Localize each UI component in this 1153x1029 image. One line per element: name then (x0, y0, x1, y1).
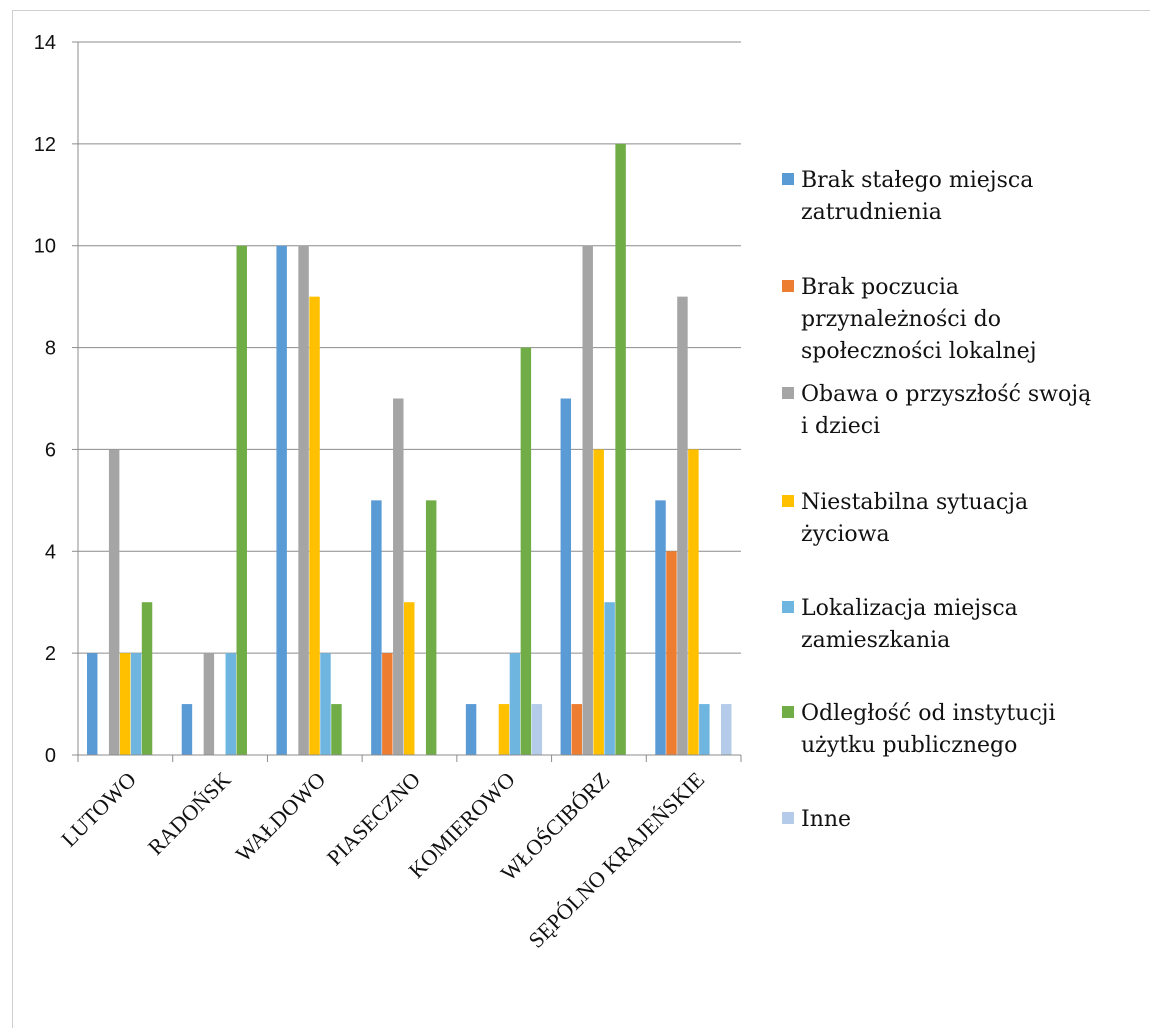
bar (320, 653, 331, 755)
bar (119, 653, 131, 755)
y-tick-label: 10 (34, 236, 56, 258)
x-category-label: PIASECZNO (322, 767, 425, 870)
legend-label: zatrudnienia (801, 200, 942, 225)
bar (181, 704, 193, 755)
legend-label: Brak poczucia (801, 275, 959, 300)
legend-swatch (782, 173, 794, 185)
y-tick-label: 8 (45, 338, 56, 360)
legend-item: Inne (782, 807, 851, 832)
legend-item: Obawa o przyszłość swoją i dzieci (782, 382, 1091, 439)
bar (677, 296, 688, 755)
legend-label: Inne (801, 807, 851, 832)
bar (298, 245, 309, 755)
legend-label: Lokalizacja miejsca (801, 596, 1018, 621)
bar (593, 449, 604, 755)
legend-label: i dzieci (801, 414, 880, 439)
bar (655, 500, 666, 755)
y-tick-label: 14 (34, 32, 56, 54)
bars (87, 143, 732, 755)
x-category-label: RADOŃSK (143, 767, 236, 860)
chart-frame (12, 10, 1150, 1028)
x-category-label: WAŁDOWO (231, 767, 331, 867)
legend-label: użytku publicznego (801, 733, 1017, 758)
bar (404, 602, 415, 755)
legend-label: zamieszkania (801, 628, 950, 653)
bar (141, 602, 153, 755)
legend-label: społeczności lokalnej (801, 339, 1037, 364)
bar (571, 704, 582, 755)
bar (560, 398, 572, 755)
bar (520, 347, 532, 755)
legend-swatch (782, 812, 794, 824)
legend-label: życiowa (801, 522, 890, 547)
bar (225, 653, 237, 755)
bar (87, 653, 98, 755)
bar (371, 500, 382, 755)
legend-swatch (782, 280, 794, 292)
legend-item: Lokalizacja miejsca zamieszkania (782, 596, 1018, 653)
bar (465, 704, 477, 755)
bar (699, 704, 710, 755)
bar (425, 500, 437, 755)
bar (666, 551, 677, 755)
legend-swatch (782, 601, 794, 613)
legend-label: Niestabilna sytuacja (801, 490, 1028, 515)
legend-label: przynależności do (801, 307, 1001, 332)
legend-swatch (782, 387, 794, 399)
legend-label: Odległość od instytucji (801, 701, 1056, 726)
x-axis: LUTOWO RADOŃSKWAŁDOWOPIASECZNOKOMIEROWOWŁ… (56, 754, 742, 953)
y-tick-label: 2 (45, 643, 56, 665)
bar (604, 602, 615, 755)
bar (498, 704, 510, 755)
legend-label: Brak stałego miejsca (801, 168, 1033, 193)
bar (582, 245, 593, 755)
bar (531, 704, 543, 755)
bar (721, 704, 732, 755)
bar (309, 296, 320, 755)
bar (615, 143, 626, 755)
legend-item: Brak poczucia przynależności do społecznoś… (782, 275, 1037, 364)
bar (108, 449, 120, 755)
x-category-label: SĘPÓLNO KRAJEŃSKIE (523, 767, 709, 953)
y-tick-label: 12 (34, 134, 56, 156)
bar (276, 245, 287, 755)
y-tick-label: 4 (45, 541, 56, 563)
y-axis: 0 2 4 6 8 10 12 14 (34, 32, 79, 767)
y-tick-label: 0 (45, 745, 56, 767)
bar (393, 398, 404, 755)
legend-swatch (782, 706, 794, 718)
x-category-label: LUTOWO (56, 767, 141, 852)
bar (236, 245, 247, 755)
bar (509, 653, 521, 755)
bar (331, 704, 342, 755)
bar (688, 449, 699, 755)
legend-label: Obawa o przyszłość swoją (801, 382, 1091, 407)
y-tick-label: 6 (45, 439, 56, 461)
legend-item: Niestabilna sytuacja życiowa (782, 490, 1028, 547)
bar (130, 653, 142, 755)
legend-swatch (782, 495, 794, 507)
legend-item: Odległość od instytucji użytku publiczneg… (782, 701, 1056, 758)
legend-item: Brak stałego miejsca zatrudnienia (782, 168, 1033, 225)
legend: Brak stałego miejsca zatrudnienia Brak poc… (782, 168, 1091, 832)
bar (382, 653, 393, 755)
bar (203, 653, 215, 755)
